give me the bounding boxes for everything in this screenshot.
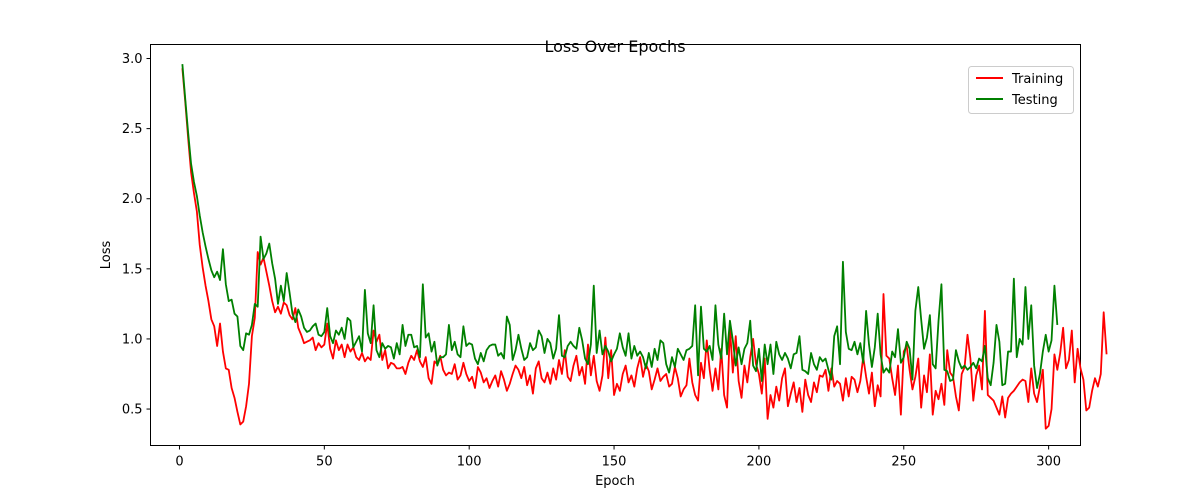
series-line-testing	[181, 64, 1059, 389]
x-tick-label: 200	[746, 455, 771, 470]
x-tick-label: 0	[175, 455, 183, 470]
x-tick-label: 150	[602, 455, 627, 470]
y-tick-label: 0.5	[122, 403, 143, 418]
legend-label-training: Training	[1011, 72, 1063, 87]
x-tick-label: 50	[316, 455, 333, 470]
legend: Training Testing	[968, 66, 1074, 114]
y-axis-label: Loss	[99, 241, 114, 270]
series-layer	[181, 64, 1108, 430]
y-tick-label: 1.5	[122, 262, 143, 277]
x-axis: 0 50 100 150 200 250 300	[175, 445, 1061, 470]
x-axis-label: Epoch	[595, 474, 635, 489]
x-tick-label: 100	[457, 455, 482, 470]
x-tick-label: 250	[891, 455, 916, 470]
legend-label-testing: Testing	[1011, 93, 1058, 108]
chart-title: Loss Over Epochs	[544, 37, 685, 56]
plot-area-frame	[150, 44, 1081, 446]
y-tick-label: 3.0	[122, 52, 143, 67]
x-tick-label: 300	[1036, 455, 1061, 470]
y-tick-label: 2.0	[122, 192, 143, 207]
y-tick-label: 1.0	[122, 332, 143, 347]
y-axis: 0.5 1.0 1.5 2.0 2.5 3.0	[122, 52, 151, 418]
y-tick-label: 2.5	[122, 122, 143, 137]
series-line-training	[181, 68, 1108, 430]
